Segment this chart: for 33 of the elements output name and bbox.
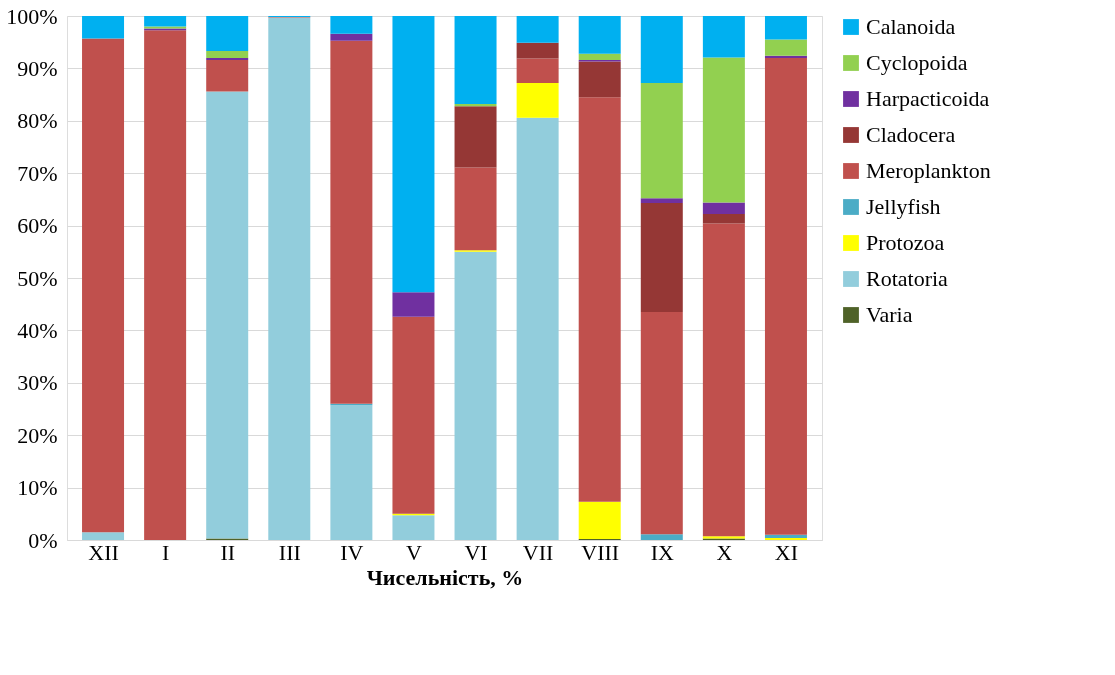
y-tick-label: 20% (17, 422, 58, 448)
x-tick-label: VIII (581, 539, 620, 565)
y-tick-label: 60% (17, 213, 58, 239)
x-axis-title: Чисельність, % (366, 564, 524, 590)
x-tick-label: X (716, 539, 733, 565)
legend-label: Varia (866, 302, 913, 327)
legend-label: Harpacticoida (866, 86, 990, 111)
legend-label: Cyclopoida (866, 50, 968, 75)
y-tick-label: 10% (17, 475, 58, 501)
legend-label: Protozoa (866, 230, 945, 255)
legend-label: Meroplankton (866, 158, 991, 183)
legend-label: Rotatoria (866, 266, 949, 291)
y-tick-label: 50% (17, 265, 58, 291)
x-tick-label: IV (340, 539, 364, 565)
legend-label: Calanoida (866, 14, 956, 39)
x-tick-label: XII (88, 539, 119, 565)
y-tick-label: 0% (28, 527, 58, 553)
y-tick-label: 70% (17, 160, 58, 186)
y-tick-label: 30% (17, 370, 58, 396)
x-tick-label: VI (464, 539, 488, 565)
y-tick-label: 80% (17, 108, 58, 134)
x-tick-label: IX (650, 539, 675, 565)
x-tick-label: V (406, 539, 423, 565)
legend-label: Cladocera (866, 122, 956, 147)
x-tick-label: VII (522, 539, 554, 565)
y-tick-label: 90% (17, 55, 58, 81)
y-tick-label: 40% (17, 317, 58, 343)
x-tick-label: I (161, 539, 170, 565)
legend-label: Jellyfish (866, 194, 941, 219)
x-tick-label: XI (774, 539, 799, 565)
x-tick-label: III (278, 539, 301, 565)
y-tick-label: 100% (6, 3, 58, 29)
x-tick-label: II (220, 539, 236, 565)
